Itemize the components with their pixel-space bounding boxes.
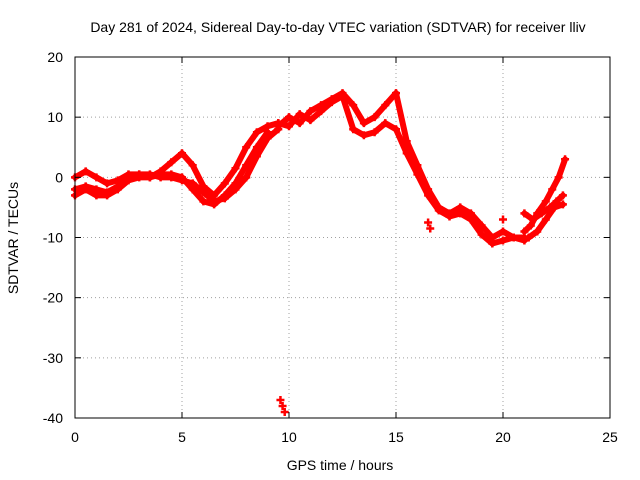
series-outliers bbox=[276, 215, 507, 416]
data-point bbox=[263, 128, 272, 137]
data-point bbox=[276, 395, 285, 404]
y-axis-label: SDTVAR / TECUs bbox=[5, 182, 21, 294]
series-segment bbox=[243, 153, 260, 181]
series-segment bbox=[253, 129, 271, 151]
data-point bbox=[280, 407, 289, 416]
series-segment bbox=[189, 162, 207, 190]
x-ticks: 0 5 10 15 20 25 bbox=[71, 57, 618, 445]
y-ticks: -40 -30 -20 -10 0 10 20 bbox=[43, 49, 610, 426]
series-segment bbox=[393, 126, 410, 157]
series-segment bbox=[403, 138, 421, 169]
y-tick-label: -30 bbox=[43, 350, 63, 366]
series-track-h bbox=[524, 200, 567, 242]
series-segment bbox=[339, 93, 357, 133]
series-segment bbox=[393, 90, 410, 145]
y-tick-label: -10 bbox=[43, 230, 63, 246]
y-tick-label: -40 bbox=[43, 410, 63, 426]
y-tick-label: 0 bbox=[55, 169, 63, 185]
y-tick-label: 10 bbox=[47, 109, 63, 125]
data-point bbox=[426, 224, 435, 233]
series-track-d bbox=[274, 89, 529, 245]
series-segment bbox=[232, 144, 250, 172]
data-point bbox=[558, 200, 567, 209]
series-segment bbox=[243, 144, 260, 169]
x-axis-label: GPS time / hours bbox=[287, 457, 394, 473]
series-segment bbox=[253, 135, 271, 160]
data-point bbox=[558, 191, 567, 200]
series-segment bbox=[467, 216, 485, 238]
chart-title: Day 281 of 2024, Sidereal Day-to-day VTE… bbox=[90, 19, 585, 35]
series-segment bbox=[425, 192, 442, 214]
y-tick-label: 20 bbox=[47, 49, 63, 65]
series-segment bbox=[221, 165, 239, 187]
x-tick-label: 0 bbox=[71, 429, 79, 445]
data-points bbox=[71, 89, 570, 416]
series-track-e bbox=[274, 92, 529, 248]
x-tick-label: 10 bbox=[281, 429, 297, 445]
series-segment bbox=[264, 126, 282, 142]
y-tick-label: -20 bbox=[43, 290, 63, 306]
data-point bbox=[424, 218, 433, 227]
series-segment bbox=[403, 150, 421, 178]
x-tick-label: 15 bbox=[388, 429, 404, 445]
x-tick-label: 5 bbox=[178, 429, 186, 445]
data-point bbox=[561, 155, 570, 164]
series-track-c bbox=[71, 128, 272, 209]
series-segment bbox=[243, 129, 260, 151]
series-segment bbox=[350, 102, 367, 127]
data-point bbox=[499, 215, 507, 224]
x-tick-label: 25 bbox=[602, 429, 618, 445]
x-tick-label: 20 bbox=[495, 429, 511, 445]
series-segment bbox=[232, 162, 250, 187]
data-point bbox=[278, 401, 287, 410]
series-segment bbox=[414, 171, 432, 199]
